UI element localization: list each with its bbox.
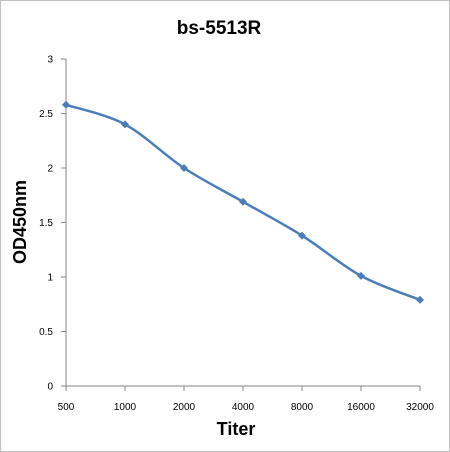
y-tick-label: 1.5	[39, 218, 53, 229]
x-tick-label: 500	[58, 402, 75, 413]
data-point	[180, 164, 188, 172]
x-tick-label: 1000	[114, 402, 137, 413]
data-point	[121, 120, 129, 129]
x-tick-label: 16000	[347, 402, 375, 413]
y-tick-label: 2	[47, 164, 53, 175]
y-tick-label: 0.5	[39, 327, 53, 338]
y-axis-label: OD450nm	[10, 180, 30, 264]
data-point	[298, 231, 306, 240]
chart-title: bs-5513R	[177, 18, 262, 39]
x-tick-label: 8000	[291, 402, 314, 413]
x-tick-label: 2000	[173, 402, 196, 413]
y-tick-label: 3	[47, 55, 53, 66]
data-point	[416, 295, 424, 304]
y-tick-label: 2.5	[39, 109, 53, 120]
y-tick-label: 1	[47, 273, 53, 284]
y-tick-label: 0	[47, 382, 53, 393]
data-point	[357, 271, 365, 280]
data-point	[62, 100, 70, 109]
x-axis-label: Titer	[217, 419, 256, 439]
x-tick-label: 4000	[232, 402, 255, 413]
x-tick-label: 32000	[406, 402, 434, 413]
data-point	[239, 197, 247, 206]
